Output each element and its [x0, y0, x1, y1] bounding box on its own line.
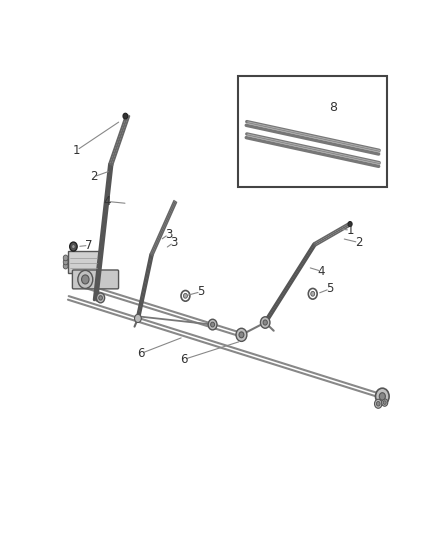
Circle shape: [381, 399, 388, 406]
Text: 6: 6: [138, 347, 145, 360]
Circle shape: [72, 245, 75, 248]
Circle shape: [239, 332, 244, 338]
Text: 3: 3: [170, 236, 177, 249]
Circle shape: [99, 296, 102, 300]
Circle shape: [311, 292, 315, 296]
Circle shape: [184, 294, 187, 298]
Text: 3: 3: [165, 228, 172, 241]
Text: 2: 2: [90, 171, 98, 183]
Text: 1: 1: [346, 224, 354, 237]
Circle shape: [308, 288, 317, 299]
Circle shape: [63, 255, 68, 261]
Circle shape: [208, 319, 217, 330]
Circle shape: [70, 242, 77, 251]
Circle shape: [81, 275, 89, 284]
Text: 2: 2: [355, 236, 362, 249]
Circle shape: [376, 401, 380, 406]
Text: 5: 5: [326, 282, 333, 295]
Text: 1: 1: [73, 144, 81, 157]
Circle shape: [63, 263, 68, 269]
Text: 7: 7: [85, 239, 92, 252]
Text: 5: 5: [197, 285, 205, 298]
Text: 4: 4: [104, 195, 111, 208]
Circle shape: [383, 401, 386, 405]
Circle shape: [374, 399, 382, 408]
Circle shape: [181, 290, 190, 301]
Text: 8: 8: [329, 101, 337, 114]
Bar: [238, 76, 387, 187]
Circle shape: [78, 270, 93, 288]
Circle shape: [379, 393, 385, 400]
Circle shape: [63, 259, 68, 265]
Text: 6: 6: [180, 353, 187, 366]
Circle shape: [123, 113, 128, 119]
FancyBboxPatch shape: [68, 251, 99, 273]
Circle shape: [375, 388, 389, 405]
FancyBboxPatch shape: [72, 270, 119, 289]
Circle shape: [348, 222, 352, 227]
Circle shape: [134, 314, 141, 322]
Circle shape: [263, 320, 267, 325]
Circle shape: [96, 293, 105, 303]
Circle shape: [211, 322, 215, 327]
Circle shape: [261, 317, 270, 328]
Text: 4: 4: [318, 265, 325, 278]
Circle shape: [236, 328, 247, 342]
